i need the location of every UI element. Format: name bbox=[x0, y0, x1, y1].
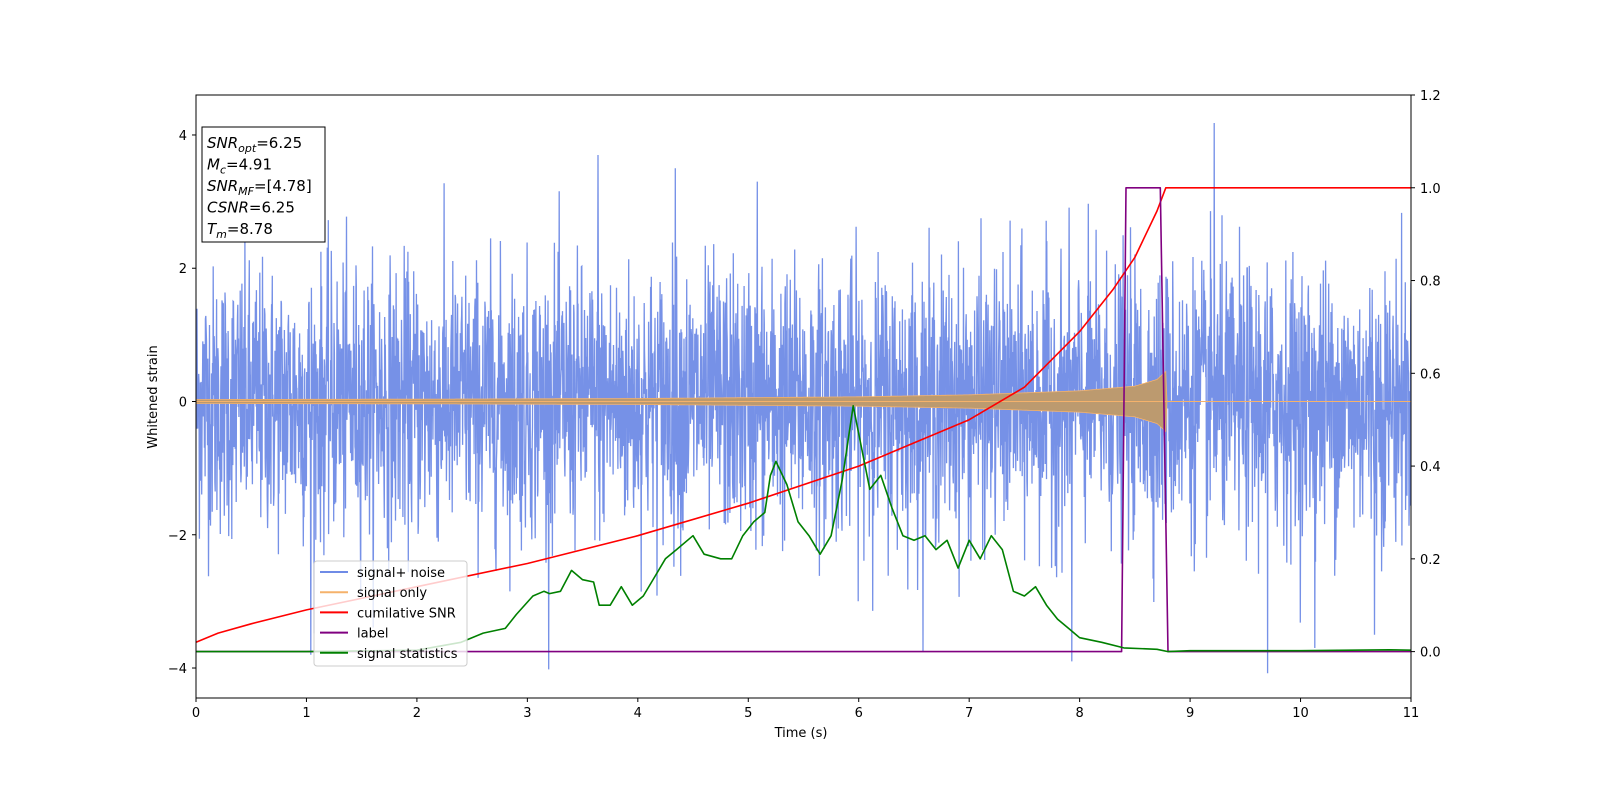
info-symbol: T bbox=[207, 220, 218, 238]
info-value: =6.25 bbox=[249, 199, 295, 217]
legend-entry-label: label bbox=[357, 627, 388, 642]
y-left-tick-label: 4 bbox=[179, 129, 187, 144]
info-subscript: c bbox=[220, 164, 226, 177]
y-right-tick-label: 1.0 bbox=[1420, 182, 1441, 197]
y-left-tick-label: 2 bbox=[179, 262, 187, 277]
info-line: SNRopt=6.25 bbox=[207, 134, 302, 155]
x-tick-label: 8 bbox=[1075, 706, 1083, 721]
y-left-tick-label: −4 bbox=[168, 662, 187, 677]
series-line-signal-plus-noise bbox=[196, 122, 1411, 674]
y-right-tick-label: 1.2 bbox=[1420, 89, 1441, 104]
series-line-cumilative-snr bbox=[196, 187, 1411, 644]
info-value: =4.91 bbox=[226, 156, 272, 174]
info-line: CSNR=6.25 bbox=[207, 199, 295, 217]
x-tick-label: 1 bbox=[302, 706, 310, 721]
series-label bbox=[196, 187, 1411, 653]
y-right-tick-label: 0.6 bbox=[1420, 367, 1441, 382]
info-subscript: opt bbox=[238, 142, 257, 155]
legend: signal+ noise signal only cumilative SNR la… bbox=[313, 560, 468, 667]
x-tick-label: 6 bbox=[855, 706, 863, 721]
y-left-tick-label: 0 bbox=[179, 395, 187, 410]
info-line: Tm=8.78 bbox=[207, 220, 273, 241]
legend-entry-label: signal statistics bbox=[357, 647, 458, 662]
y-axis-right: 0.0 0.2 0.4 0.6 0.8 1.0 1.2 bbox=[1411, 89, 1441, 661]
y-right-tick-label: 0.8 bbox=[1420, 275, 1441, 290]
x-tick-label: 10 bbox=[1292, 706, 1309, 721]
plot-area bbox=[196, 122, 1411, 674]
info-box: SNRopt=6.25Mc=4.91SNRMF=[4.78]CSNR=6.25T… bbox=[201, 126, 326, 243]
series-line-label bbox=[196, 187, 1411, 653]
x-tick-label: 2 bbox=[413, 706, 421, 721]
y-right-tick-label: 0.0 bbox=[1420, 646, 1441, 661]
x-tick-label: 4 bbox=[634, 706, 642, 721]
plot-frame bbox=[195, 94, 1412, 699]
info-box-frame bbox=[201, 126, 326, 243]
y-axis-label: Whitened strain bbox=[146, 345, 161, 448]
y-axis-left: −4 −2 0 2 4 bbox=[168, 129, 196, 677]
info-value: =8.78 bbox=[227, 220, 273, 238]
info-symbol: M bbox=[207, 156, 220, 174]
x-tick-label: 0 bbox=[192, 706, 200, 721]
series-signal-only bbox=[196, 370, 1411, 433]
info-value: =6.25 bbox=[256, 134, 302, 152]
info-line: Mc=4.91 bbox=[207, 156, 272, 177]
series-line-signal-statistics bbox=[196, 405, 1411, 653]
legend-frame bbox=[313, 560, 468, 667]
x-axis: 0 1 2 3 4 5 6 7 8 9 10 11 bbox=[192, 698, 1419, 721]
series-signal-statistics bbox=[196, 405, 1411, 653]
x-tick-label: 5 bbox=[744, 706, 752, 721]
info-symbol: CSNR bbox=[207, 199, 249, 217]
info-symbol: SNR bbox=[207, 177, 238, 195]
x-tick-label: 11 bbox=[1403, 706, 1420, 721]
y-right-tick-label: 0.4 bbox=[1420, 460, 1441, 475]
y-left-tick-label: −2 bbox=[168, 529, 187, 544]
legend-entry-label: signal only bbox=[357, 586, 427, 601]
series-cumulative-snr bbox=[196, 187, 1411, 644]
x-axis-label: Time (s) bbox=[774, 726, 828, 741]
series-signal-plus-noise bbox=[196, 122, 1411, 674]
legend-entry-label: cumilative SNR bbox=[357, 606, 456, 621]
info-symbol: SNR bbox=[207, 134, 238, 152]
legend-entry-label: signal+ noise bbox=[357, 566, 445, 581]
info-value: =[4.78] bbox=[254, 177, 312, 195]
x-tick-label: 3 bbox=[523, 706, 531, 721]
y-right-tick-label: 0.2 bbox=[1420, 553, 1441, 568]
x-tick-label: 9 bbox=[1186, 706, 1194, 721]
info-subscript: m bbox=[216, 228, 227, 241]
x-tick-label: 7 bbox=[965, 706, 973, 721]
info-subscript: MF bbox=[238, 185, 254, 198]
info-line: SNRMF=[4.78] bbox=[207, 177, 312, 198]
